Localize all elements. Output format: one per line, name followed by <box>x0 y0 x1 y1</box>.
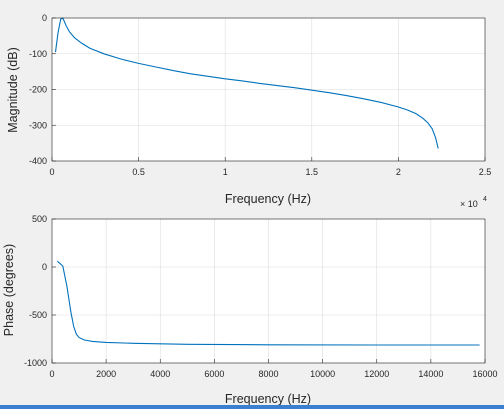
phase-x-tick-label: 16000 <box>472 369 497 379</box>
phase-y-tick-label: 500 <box>32 214 47 224</box>
magnitude-y-tick-label: -100 <box>29 49 47 59</box>
phase-y-tick-label: 0 <box>42 262 47 272</box>
magnitude-series-line <box>54 17 439 149</box>
phase-series-line <box>57 260 480 346</box>
magnitude-x-axis-label: Frequency (Hz) <box>225 192 311 206</box>
magnitude-y-tick-label: 0 <box>42 13 47 23</box>
magnitude-x-tick-label: 0 <box>49 167 54 177</box>
magnitude-x-multiplier-exponent: 4 <box>483 196 487 203</box>
phase-x-tick-label: 6000 <box>204 369 224 379</box>
phase-x-tick-label: 2000 <box>96 369 116 379</box>
magnitude-y-tick-label: -400 <box>29 156 47 166</box>
magnitude-y-axis-label: Magnitude (dB) <box>6 47 20 132</box>
phase-y-tick-label: -1000 <box>24 358 47 368</box>
phase-x-tick-label: 0 <box>49 369 54 379</box>
magnitude-x-tick-label: 1.5 <box>306 167 319 177</box>
phase-x-tick-label: 12000 <box>364 369 389 379</box>
phase-y-ticks: -1000 -500 0 500 <box>24 214 56 368</box>
magnitude-x-tick-label: 1 <box>223 167 228 177</box>
phase-plot: 0 2000 4000 6000 8000 10000 12000 14000 16000 -1… <box>2 214 498 406</box>
magnitude-x-tick-label: 2.5 <box>479 167 492 177</box>
magnitude-y-tick-label: -200 <box>29 85 47 95</box>
window-bottom-edge <box>0 405 504 409</box>
phase-x-axis-label: Frequency (Hz) <box>225 392 311 406</box>
phase-x-tick-label: 4000 <box>150 369 170 379</box>
magnitude-y-tick-label: -300 <box>29 120 47 130</box>
magnitude-x-ticks: 0 0.5 1 1.5 2 2.5 <box>49 157 491 177</box>
phase-x-tick-label: 10000 <box>310 369 335 379</box>
phase-x-ticks: 0 2000 4000 6000 8000 10000 12000 14000 16000 <box>49 359 498 379</box>
magnitude-y-ticks: -400 -300 -200 -100 0 <box>29 13 56 166</box>
magnitude-x-tick-label: 0.5 <box>132 167 145 177</box>
magnitude-x-multiplier: × 10 <box>460 199 478 209</box>
phase-x-tick-label: 8000 <box>258 369 278 379</box>
phase-y-tick-label: -500 <box>29 310 47 320</box>
magnitude-plot: 0 0.5 1 1.5 2 2.5 -400 -300 -200 -100 0 Frequency… <box>6 13 491 209</box>
phase-y-axis-label: Phase (degrees) <box>2 244 16 336</box>
magnitude-x-tick-label: 2 <box>396 167 401 177</box>
phase-x-tick-label: 14000 <box>418 369 443 379</box>
